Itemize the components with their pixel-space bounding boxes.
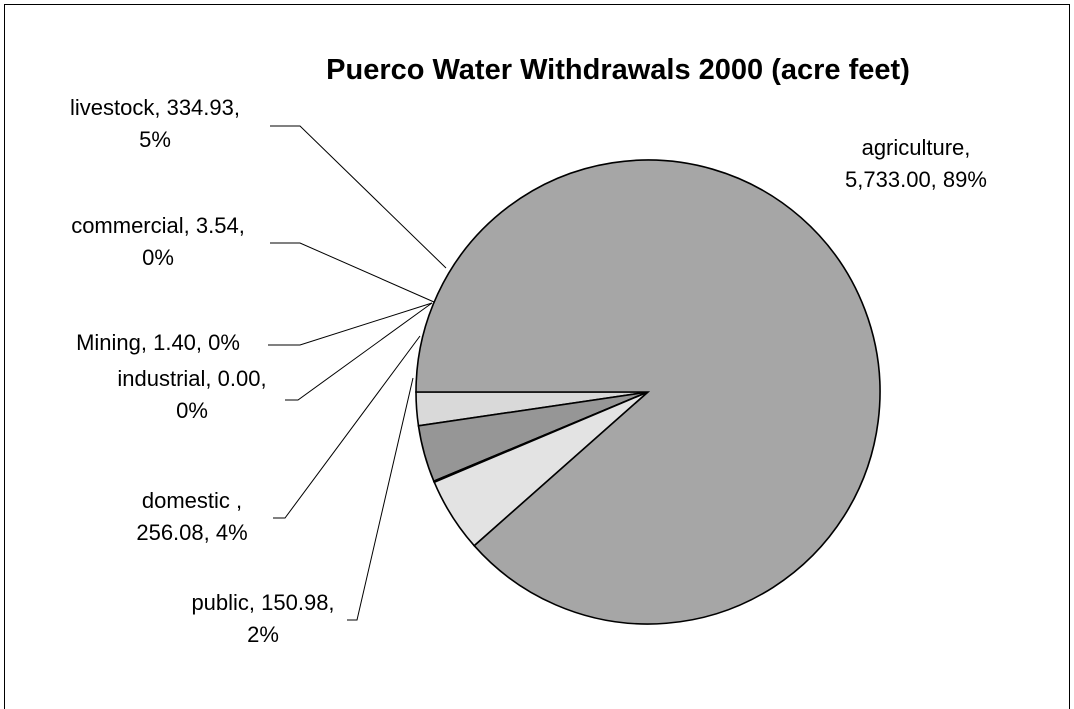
data-label-line: 2%	[247, 622, 279, 647]
data-label-line: livestock, 334.93,	[70, 95, 240, 120]
leader-line-commercial	[270, 242, 435, 303]
data-label-line: 0%	[142, 245, 174, 270]
chart-title: Puerco Water Withdrawals 2000 (acre feet…	[326, 54, 910, 86]
data-label-line: 5%	[139, 127, 171, 152]
leader-line-public	[347, 377, 414, 621]
data-label-line: domestic ,	[142, 488, 242, 513]
pie-slices	[415, 159, 881, 625]
data-label-public: public, 150.98, 2%	[191, 590, 334, 647]
data-label-domestic: domestic , 256.08, 4%	[136, 488, 247, 545]
data-label-line: 0%	[176, 398, 208, 423]
data-label-mining: Mining, 1.40, 0%	[76, 330, 240, 355]
slice-labels: agriculture, 5,733.00, 89% livestock, 334.…	[70, 95, 987, 647]
leader-line-industrial	[285, 302, 433, 401]
leader-line-mining	[268, 302, 433, 346]
data-label-line: commercial, 3.54,	[71, 213, 245, 238]
data-label-line: public, 150.98,	[191, 590, 334, 615]
leader-line-domestic	[273, 335, 421, 519]
pie-slice-agriculture	[415, 159, 881, 625]
data-label-line: 256.08, 4%	[136, 520, 247, 545]
data-label-livestock: livestock, 334.93, 5%	[70, 95, 240, 152]
data-label-agriculture: agriculture, 5,733.00, 89%	[845, 135, 987, 192]
leader-lines	[268, 125, 447, 621]
data-label-industrial: industrial, 0.00, 0%	[117, 366, 266, 423]
leader-line-livestock	[270, 125, 447, 269]
data-label-line: Mining, 1.40, 0%	[76, 330, 240, 355]
data-label-line: 5,733.00, 89%	[845, 167, 987, 192]
data-label-line: agriculture,	[862, 135, 971, 160]
data-label-line: industrial, 0.00,	[117, 366, 266, 391]
data-label-commercial: commercial, 3.54, 0%	[71, 213, 245, 270]
